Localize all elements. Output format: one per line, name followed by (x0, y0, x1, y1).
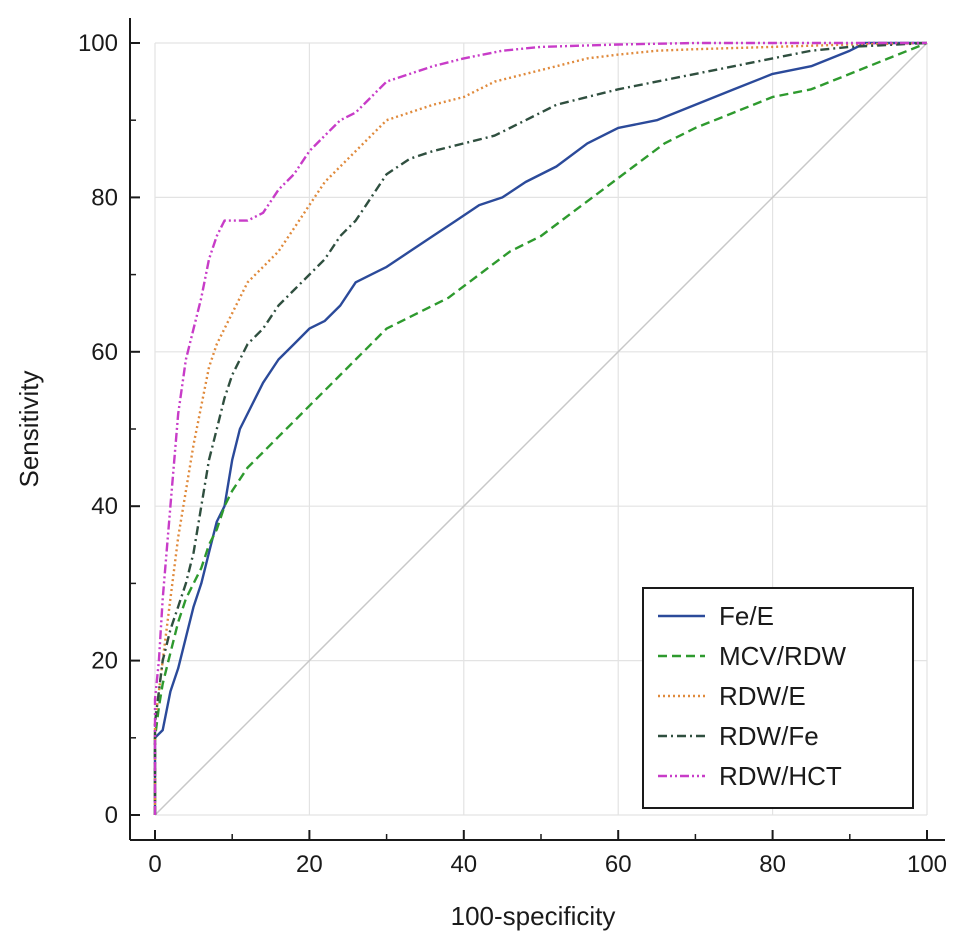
x-tick-label: 80 (759, 851, 786, 878)
series-line-2 (153, 41, 928, 815)
grid-lines (154, 42, 928, 816)
series-line-1 (153, 41, 928, 815)
y-tick-label: 80 (91, 184, 118, 211)
legend-label-0: Fe/E (719, 601, 774, 631)
legend-label-1: MCV/RDW (719, 641, 847, 671)
y-tick-label: 20 (91, 648, 118, 675)
series-line-4 (153, 41, 927, 815)
legend: Fe/E MCV/RDW RDW/E RDW/Fe RDW/HCT (642, 587, 914, 809)
x-tick-label: 40 (450, 851, 477, 878)
series-line-3 (153, 41, 928, 815)
axes (129, 18, 945, 841)
y-tick-label: 40 (91, 493, 118, 520)
x-tick-label: 0 (148, 851, 161, 878)
y-tick-label: 100 (78, 30, 118, 57)
legend-label-4: RDW/HCT (719, 761, 842, 791)
y-tick-label: 0 (105, 802, 118, 829)
legend-label-2: RDW/E (719, 681, 806, 711)
series-lines (153, 41, 928, 815)
reference-diagonal (154, 42, 928, 816)
x-tick-label: 20 (296, 851, 323, 878)
x-tick-label: 60 (605, 851, 632, 878)
series-line-0 (153, 41, 927, 815)
legend-label-3: RDW/Fe (719, 721, 819, 751)
legend-box (642, 587, 914, 809)
y-tick-label: 60 (91, 339, 118, 366)
tick-labels: 0 20 40 60 80 100 0 20 40 60 80 100 (78, 30, 947, 878)
y-axis-title: Sensitivity (14, 370, 44, 487)
reference-line (154, 42, 928, 816)
x-axis-title: 100-specificity (451, 901, 616, 931)
x-tick-label: 100 (907, 851, 947, 878)
